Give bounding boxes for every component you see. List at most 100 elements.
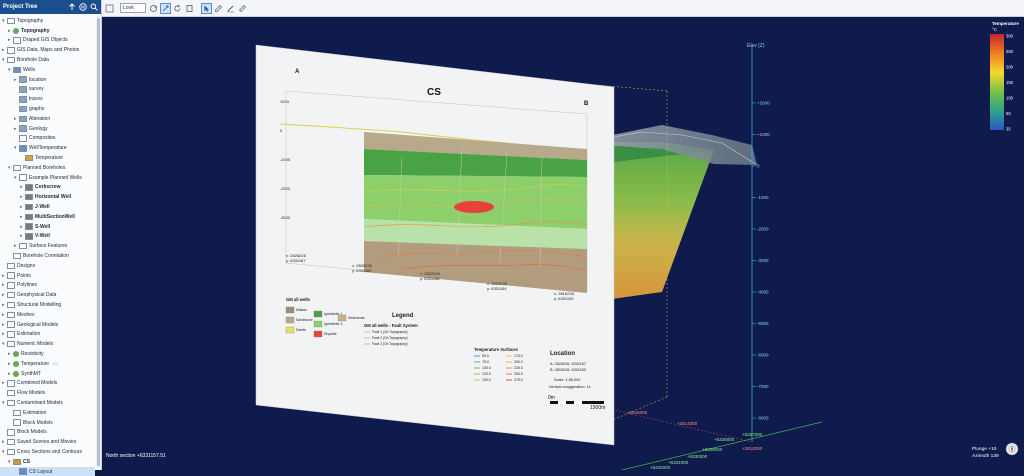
tree-item[interactable]: ▸ GIS Data, Maps and Photos <box>0 45 95 55</box>
tree-item[interactable]: Flow Models <box>0 388 95 398</box>
chevron-right-icon[interactable]: ▸ <box>8 27 11 34</box>
tree-item[interactable]: ▸ Meshes <box>0 310 95 320</box>
chevron-down-icon[interactable]: ▾ <box>14 174 17 181</box>
tree-item[interactable]: ▸ Topography <box>0 26 95 36</box>
tree-item[interactable]: ▸ Combined Models <box>0 378 95 388</box>
chevron-down-icon[interactable]: ▾ <box>8 458 11 465</box>
tree-item[interactable]: ▾ Contaminant Models <box>0 398 95 408</box>
tree-item[interactable]: ▾ Numeric Models <box>0 339 95 349</box>
tree-item[interactable]: ▸ Surface Features <box>0 241 95 251</box>
tree-item[interactable]: ▸ Points <box>0 271 95 281</box>
tree-item[interactable]: Composites <box>0 134 95 144</box>
drill-icon <box>25 193 33 201</box>
tree-item[interactable]: Block Models <box>0 427 95 437</box>
look-dropdown[interactable]: Look <box>120 3 146 13</box>
tree-item[interactable]: ▸ Horizontal Well <box>0 192 95 202</box>
tree-item[interactable]: ▸ S-Well <box>0 222 95 232</box>
chevron-down-icon[interactable]: ▾ <box>2 341 5 348</box>
chevron-down-icon[interactable]: ▾ <box>8 164 11 171</box>
tree-item[interactable]: Temperature <box>0 153 95 163</box>
tree-item[interactable]: graphs <box>0 104 95 114</box>
tree-item[interactable]: Block Models <box>0 418 95 428</box>
chevron-right-icon[interactable]: ▸ <box>20 213 23 220</box>
ruler-icon[interactable] <box>238 4 247 13</box>
tree-item[interactable]: ▸ Corkscrew <box>0 183 95 193</box>
chevron-right-icon[interactable]: ▸ <box>20 233 23 240</box>
tree-item[interactable]: ▾ Cross Sections and Contours <box>0 447 95 457</box>
chevron-right-icon[interactable]: ▸ <box>2 439 5 446</box>
pin-icon[interactable] <box>105 4 114 13</box>
chevron-right-icon[interactable]: ▸ <box>2 272 5 279</box>
chevron-down-icon[interactable]: ▾ <box>2 17 5 24</box>
scene-canvas[interactable]: Elev (Z) +2000 +1000 0 -1000 -2000 -3000 -4000… <box>102 17 1024 470</box>
pointer-icon[interactable] <box>201 2 212 14</box>
pencil-icon[interactable] <box>226 4 235 13</box>
tree-item[interactable]: ▸ Polylines <box>0 281 95 291</box>
tree-item[interactable]: ▸ Geophysical Data <box>0 290 95 300</box>
pause-icon[interactable] <box>79 3 87 11</box>
chevron-right-icon[interactable]: ▸ <box>8 350 11 357</box>
chevron-right-icon[interactable]: ▸ <box>2 302 5 308</box>
search-icon[interactable] <box>90 3 98 11</box>
layers-icon[interactable] <box>185 4 194 13</box>
chevron-right-icon[interactable]: ▸ <box>2 292 5 299</box>
chevron-down-icon[interactable]: ▾ <box>2 448 5 455</box>
select-icon[interactable] <box>160 2 171 14</box>
tree-item[interactable]: ▸ Estimation <box>0 330 95 340</box>
refresh-icon[interactable] <box>173 4 182 13</box>
tree-item[interactable]: ▸ Saved Scenes and Movies <box>0 437 95 447</box>
chevron-right-icon[interactable]: ▸ <box>2 380 5 387</box>
tree-item[interactable]: ▾ Planned Boreholes <box>0 163 95 173</box>
chevron-right-icon[interactable]: ▸ <box>8 370 11 377</box>
tree-item[interactable]: survey <box>0 85 95 95</box>
scene-view[interactable]: Elev (Z) +2000 +1000 0 -1000 -2000 -3000 -4000… <box>102 17 1024 470</box>
chevron-down-icon[interactable]: ▾ <box>2 399 5 406</box>
chevron-right-icon[interactable]: ▸ <box>2 311 5 318</box>
tree-item[interactable]: ▾ Wells <box>0 65 95 75</box>
chevron-right-icon[interactable]: ▸ <box>20 184 23 191</box>
tree-item[interactable]: ▾ WellTemperature <box>0 143 95 153</box>
tree-item[interactable]: ▸ location <box>0 75 95 85</box>
chevron-right-icon[interactable]: ▸ <box>20 223 23 230</box>
tree-item[interactable]: CS Layout <box>0 466 95 476</box>
tree-item[interactable]: ▸ J-Well <box>0 202 95 212</box>
tree-item[interactable]: ▾ Topography <box>0 16 95 26</box>
chevron-right-icon[interactable]: ▸ <box>14 76 17 83</box>
tree-item[interactable]: Borehole Correlation <box>0 251 95 261</box>
tree-item[interactable]: ▸ SynthMT <box>0 369 95 379</box>
chevron-right-icon[interactable]: ▸ <box>2 331 5 338</box>
chevron-right-icon[interactable]: ▸ <box>2 282 5 289</box>
chevron-down-icon[interactable]: ▾ <box>2 57 5 64</box>
tree-item[interactable]: ▸ V-Well <box>0 232 95 242</box>
tree-item[interactable]: ▸ Geology <box>0 124 95 134</box>
tree-item[interactable]: traces <box>0 94 95 104</box>
chevron-right-icon[interactable]: ▸ <box>14 115 17 122</box>
edit-icon[interactable] <box>214 4 223 13</box>
tree-item[interactable]: ▾ Borehole Data <box>0 55 95 65</box>
chevron-right-icon[interactable]: ▸ <box>14 243 17 250</box>
chevron-right-icon[interactable]: ▸ <box>8 37 11 44</box>
tree-item[interactable]: ▾ CS <box>0 457 95 467</box>
comment-icon[interactable]: ▭ <box>53 360 58 367</box>
tree-item[interactable]: Estimation <box>0 408 95 418</box>
tree-item[interactable]: ▸ Draped GIS Objects <box>0 36 95 46</box>
chevron-down-icon[interactable]: ▾ <box>8 66 11 73</box>
chevron-right-icon[interactable]: ▸ <box>20 194 23 201</box>
chevron-right-icon[interactable]: ▸ <box>2 47 5 54</box>
rotate-icon[interactable] <box>149 4 158 13</box>
tree-item[interactable]: ▸ Alteration <box>0 114 95 124</box>
tree-scrollbar[interactable] <box>96 16 101 468</box>
tree-item[interactable]: ▾ Example Planned Wells <box>0 173 95 183</box>
chevron-right-icon[interactable]: ▸ <box>14 125 17 132</box>
tree-item[interactable]: ▸ Geological Models <box>0 320 95 330</box>
chevron-right-icon[interactable]: ▸ <box>20 204 23 211</box>
tree-item[interactable]: ▸ Structural Modelling <box>0 300 95 310</box>
chevron-down-icon[interactable]: ▾ <box>14 145 17 152</box>
tree-item[interactable]: ▸ Resistivity <box>0 349 95 359</box>
tree-item[interactable]: ▸ MultiSectionWell <box>0 212 95 222</box>
tree-item[interactable]: ▸ Temperature ▭ <box>0 359 95 369</box>
chevron-right-icon[interactable]: ▸ <box>8 360 11 367</box>
tree-item[interactable]: Designs <box>0 261 95 271</box>
up-arrow-icon[interactable] <box>68 3 76 11</box>
chevron-right-icon[interactable]: ▸ <box>2 321 5 328</box>
